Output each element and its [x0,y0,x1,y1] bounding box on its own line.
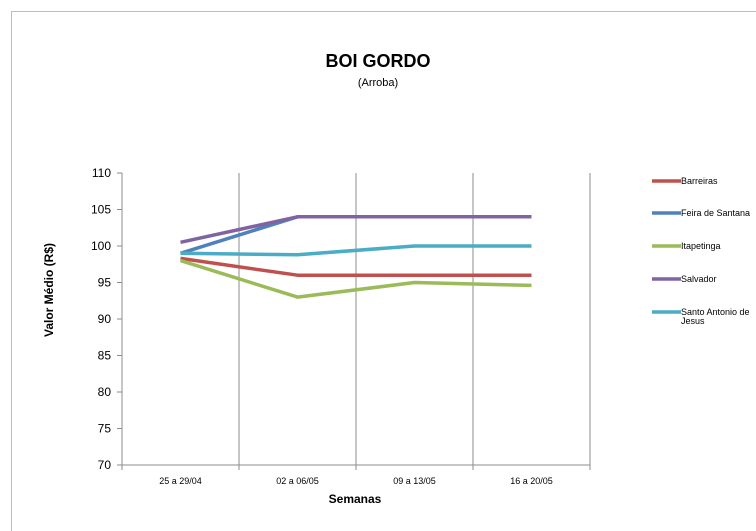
y-tick-label: 95 [98,276,112,290]
y-tick-labels: 70 75 80 85 90 95 100 105 110 [91,166,111,472]
legend-label: Santo Antonio de Jesus [681,307,750,326]
chart-frame [11,11,756,531]
x-tick-label: 16 a 20/05 [510,476,553,486]
legend-label: Salvador [681,274,717,284]
series-line [180,215,532,245]
y-tick-label: 100 [91,239,111,253]
grid-lines [238,173,591,465]
y-tick-label: 90 [98,312,112,326]
y-tick-label: 70 [98,458,112,472]
y-tick-label: 105 [91,203,111,217]
y-tick-label: 85 [98,349,112,363]
legend-label: Feira de Santana [681,208,750,218]
series-line [180,244,532,257]
chart-title: BOI GORDO [325,51,431,71]
series-line [179,258,532,299]
legend-label: Itapetinga [681,241,721,251]
legend-label: Barreiras [681,176,718,186]
chart-subtitle: (Arroba) [357,77,399,89]
x-tick-label: 02 a 06/05 [276,476,319,486]
y-axis-label: Valor Médio (R$) [42,243,56,337]
x-axis-label: Semanas [329,492,382,506]
y-tick-label: 75 [98,422,112,436]
series-lines [179,215,532,299]
y-tick-label: 110 [92,166,111,180]
series-line [180,256,532,277]
y-tick-label: 80 [98,385,112,399]
x-tick-label: 09 a 13/05 [393,476,436,486]
axes [117,172,591,470]
x-tick-label: 25 a 29/04 [159,476,202,486]
x-tick-labels: 25 a 29/04 02 a 06/05 09 a 13/05 16 a 20/05 [159,476,553,486]
legend: Barreiras Feira de Santana Itapetinga Salva… [652,176,750,326]
